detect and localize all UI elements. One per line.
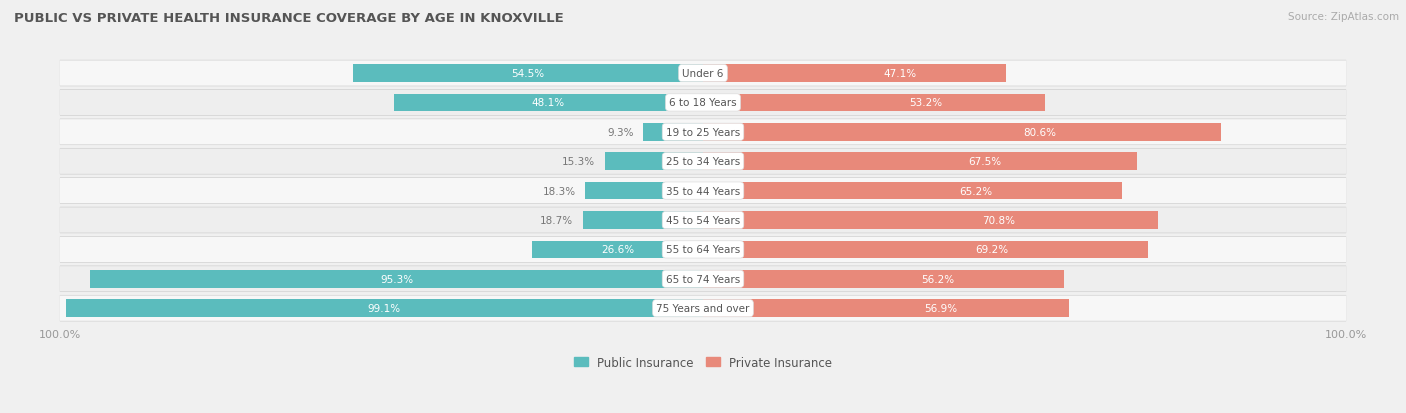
Text: 95.3%: 95.3% [380,274,413,284]
Bar [703,271,1064,288]
FancyBboxPatch shape [60,207,1346,234]
Bar [703,65,1005,83]
FancyBboxPatch shape [60,266,1346,292]
Text: 18.7%: 18.7% [540,216,574,225]
Bar [66,300,703,317]
FancyBboxPatch shape [60,295,1346,322]
Text: Source: ZipAtlas.com: Source: ZipAtlas.com [1288,12,1399,22]
FancyBboxPatch shape [60,296,1346,321]
Text: 65 to 74 Years: 65 to 74 Years [666,274,740,284]
Text: 65.2%: 65.2% [959,186,993,196]
Text: 35 to 44 Years: 35 to 44 Years [666,186,740,196]
FancyBboxPatch shape [60,237,1346,262]
Bar [582,212,703,229]
Text: 45 to 54 Years: 45 to 54 Years [666,216,740,225]
Bar [90,271,703,288]
FancyBboxPatch shape [60,90,1346,116]
Text: 69.2%: 69.2% [976,245,1008,255]
FancyBboxPatch shape [60,208,1346,233]
Bar [703,153,1137,171]
Text: 56.2%: 56.2% [921,274,955,284]
Text: 54.5%: 54.5% [512,69,544,79]
FancyBboxPatch shape [60,178,1346,204]
Bar [703,183,1122,200]
Text: 53.2%: 53.2% [908,98,942,108]
Text: 56.9%: 56.9% [924,304,957,313]
FancyBboxPatch shape [60,61,1346,87]
Text: 25 to 34 Years: 25 to 34 Years [666,157,740,167]
FancyBboxPatch shape [60,149,1346,175]
Text: 19 to 25 Years: 19 to 25 Years [666,128,740,138]
Text: 48.1%: 48.1% [531,98,565,108]
Bar [394,95,703,112]
Text: 67.5%: 67.5% [969,157,1001,167]
Text: 6 to 18 Years: 6 to 18 Years [669,98,737,108]
Bar [531,241,703,259]
Text: 70.8%: 70.8% [983,216,1015,225]
Bar [585,183,703,200]
FancyBboxPatch shape [60,61,1346,86]
Text: PUBLIC VS PRIVATE HEALTH INSURANCE COVERAGE BY AGE IN KNOXVILLE: PUBLIC VS PRIVATE HEALTH INSURANCE COVER… [14,12,564,25]
Bar [703,300,1069,317]
FancyBboxPatch shape [60,266,1346,292]
Text: 47.1%: 47.1% [883,69,917,79]
Bar [703,241,1147,259]
Bar [703,124,1222,141]
Text: 9.3%: 9.3% [607,128,634,138]
Text: 18.3%: 18.3% [543,186,575,196]
FancyBboxPatch shape [60,178,1346,204]
FancyBboxPatch shape [60,90,1346,116]
Text: 26.6%: 26.6% [600,245,634,255]
Text: 15.3%: 15.3% [562,157,595,167]
Bar [353,65,703,83]
Bar [703,95,1045,112]
Text: 55 to 64 Years: 55 to 64 Years [666,245,740,255]
FancyBboxPatch shape [60,120,1346,145]
FancyBboxPatch shape [60,149,1346,174]
Text: 99.1%: 99.1% [368,304,401,313]
Text: Under 6: Under 6 [682,69,724,79]
FancyBboxPatch shape [60,237,1346,263]
Text: 75 Years and over: 75 Years and over [657,304,749,313]
Bar [703,212,1159,229]
Bar [643,124,703,141]
Bar [605,153,703,171]
Text: 80.6%: 80.6% [1024,128,1056,138]
Legend: Public Insurance, Private Insurance: Public Insurance, Private Insurance [574,356,832,369]
FancyBboxPatch shape [60,119,1346,146]
